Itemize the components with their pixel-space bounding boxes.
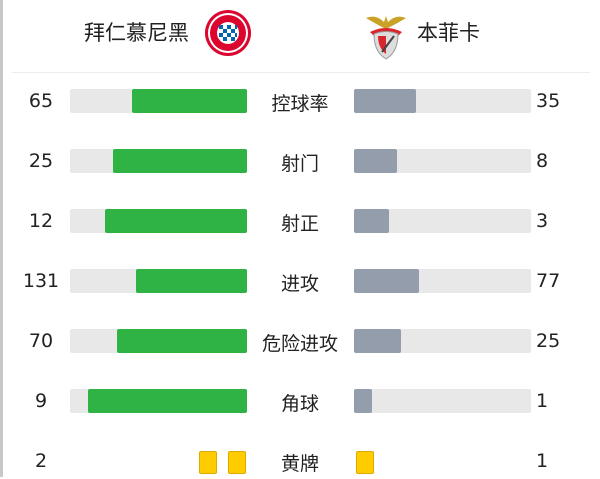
away-bar-fill [354,389,372,413]
home-bar-track [70,89,247,113]
away-bar-track [354,89,531,113]
home-value: 131 [22,270,60,292]
yellow-card-icon [199,451,217,474]
home-bar-fill [87,389,247,413]
away-value: 25 [536,330,561,352]
stat-row: 9 角球 1 [0,386,600,416]
away-value: 35 [536,90,561,112]
bayern-logo-icon [205,10,251,56]
away-bar-fill [354,329,401,353]
home-bar-fill [135,269,247,293]
away-bar-track [354,389,531,413]
stat-row: 131 进攻 77 [0,266,600,296]
home-bar-fill [116,329,247,353]
away-bar-track [354,269,531,293]
stat-label: 黄牌 [280,453,319,475]
home-bar-track [70,149,247,173]
home-yellow-cards: 2 [34,450,48,472]
stat-label: 射正 [280,213,319,235]
home-bar-fill [105,209,247,233]
home-value: 65 [28,90,54,112]
away-bar-track [354,149,531,173]
home-bar-fill [131,89,247,113]
home-value: 70 [28,330,54,352]
away-value: 1 [536,390,549,412]
away-bar-fill [354,149,397,173]
left-edge [0,0,3,477]
home-bar-track [70,389,247,413]
away-value: 77 [536,270,561,292]
away-bar-fill [354,89,416,113]
away-bar-track [354,209,531,233]
yellow-card-icon [356,451,374,474]
home-bar-track [70,329,247,353]
home-bar-track [70,209,247,233]
home-bar-track [70,269,247,293]
stat-label: 危险进攻 [261,333,338,355]
home-value: 12 [28,210,54,232]
home-value: 25 [28,150,54,172]
stat-label: 进攻 [280,273,319,295]
stat-label: 射门 [280,153,319,175]
home-team-name: 拜仁慕尼黑 [84,21,189,45]
stat-row: 25 射门 8 [0,146,600,176]
away-bar-fill [354,209,390,233]
away-bar-fill [354,269,420,293]
stat-row-yellow-cards: 2 黄牌 1 [0,446,600,476]
away-value: 3 [536,210,549,232]
home-bar-fill [112,149,247,173]
benfica-logo-icon [366,16,406,60]
away-value: 8 [536,150,549,172]
home-value: 9 [34,390,48,412]
away-team-name: 本菲卡 [417,21,480,45]
stat-row: 70 危险进攻 25 [0,326,600,356]
away-yellow-cards: 1 [536,450,549,472]
stat-label: 角球 [280,393,319,415]
stat-row: 65 控球率 35 [0,86,600,116]
yellow-card-icon [228,451,246,474]
away-bar-track [354,329,531,353]
stat-label: 控球率 [271,93,329,115]
header-divider [12,72,590,73]
stat-row: 12 射正 3 [0,206,600,236]
